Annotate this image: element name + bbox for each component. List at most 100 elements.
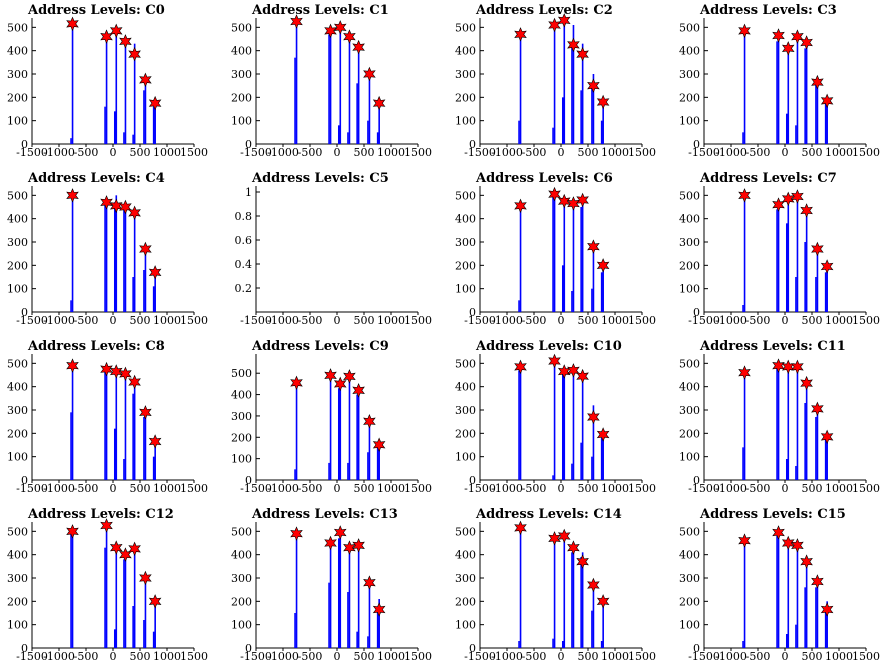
x-tick-label: -1000 bbox=[491, 650, 523, 663]
y-tick-label: 500 bbox=[455, 189, 476, 202]
y-tick-label: 100 bbox=[231, 453, 252, 466]
histogram-bar bbox=[795, 125, 797, 144]
histogram-bar bbox=[124, 41, 127, 145]
star-marker bbox=[66, 16, 79, 32]
histogram-bar bbox=[776, 209, 778, 312]
x-tick-label: 0 bbox=[110, 146, 117, 159]
histogram-bar bbox=[337, 125, 340, 144]
y-tick-label: 300 bbox=[679, 404, 700, 417]
y-tick-label: 500 bbox=[455, 21, 476, 34]
star-marker bbox=[800, 554, 813, 569]
x-tick-label: 1000 bbox=[601, 650, 629, 663]
x-tick-label: 0 bbox=[558, 650, 565, 663]
star-marker bbox=[333, 376, 347, 392]
x-tick-label: -1000 bbox=[267, 314, 299, 327]
x-tick-label: 1500 bbox=[628, 146, 656, 159]
x-tick-label: 1000 bbox=[825, 146, 853, 159]
chart-panel: Address Levels: C0-1500-1000-500 0 500 1000… bbox=[7, 3, 208, 159]
star-marker bbox=[363, 575, 376, 590]
x-tick-label: 0 bbox=[558, 314, 565, 327]
x-tick-label: 1000 bbox=[153, 314, 181, 327]
x-tick-label: -1000 bbox=[715, 314, 747, 327]
histogram-bar bbox=[776, 41, 778, 145]
y-tick-label: 500 bbox=[455, 525, 476, 538]
star-marker bbox=[587, 239, 600, 254]
star-marker bbox=[343, 29, 356, 44]
star-marker bbox=[363, 414, 376, 429]
histogram-bar bbox=[347, 462, 349, 480]
star-marker bbox=[781, 41, 795, 56]
y-tick-label: 500 bbox=[7, 189, 28, 202]
histogram-bar bbox=[826, 265, 828, 312]
x-tick-label: 0 bbox=[782, 314, 789, 327]
chart-panel: Address Levels: C2-1500-1000-500 0 500 1000… bbox=[455, 3, 656, 159]
histogram-bar bbox=[815, 587, 817, 648]
y-tick-label: 300 bbox=[7, 572, 28, 585]
y-tick-label: 200 bbox=[231, 91, 252, 104]
chart-panel: Address Levels: C10-1500-1000-500 0 500 100… bbox=[455, 339, 656, 495]
star-marker bbox=[738, 533, 751, 548]
histogram-bar bbox=[71, 365, 74, 480]
histogram-bar bbox=[368, 582, 371, 648]
histogram-bar bbox=[143, 90, 145, 144]
x-tick-label: 1000 bbox=[153, 146, 181, 159]
x-tick-label: 0 bbox=[782, 482, 789, 495]
histogram-bar bbox=[71, 195, 74, 312]
x-tick-label: -1000 bbox=[43, 650, 75, 663]
star-marker bbox=[352, 39, 365, 55]
chart-title: Address Levels: C6 bbox=[475, 171, 613, 186]
histogram-bar bbox=[815, 83, 817, 144]
histogram-bar bbox=[581, 200, 584, 312]
histogram-bar bbox=[592, 585, 595, 648]
x-tick-label: 1500 bbox=[628, 314, 656, 327]
histogram-bar bbox=[367, 636, 369, 648]
y-tick-label: 100 bbox=[231, 619, 252, 632]
star-marker bbox=[820, 259, 834, 274]
x-tick-label: -1500 bbox=[16, 146, 48, 159]
star-marker bbox=[109, 198, 123, 214]
x-tick-label: -500 bbox=[522, 482, 547, 495]
x-tick-label: 1500 bbox=[404, 314, 432, 327]
star-marker bbox=[576, 192, 589, 208]
histogram-bar bbox=[592, 74, 595, 144]
histogram-bar bbox=[826, 99, 828, 144]
x-tick-label: 500 bbox=[354, 146, 375, 159]
histogram-bar bbox=[795, 466, 797, 480]
x-tick-label: -1500 bbox=[464, 146, 496, 159]
star-marker bbox=[567, 540, 580, 555]
histogram-bar bbox=[572, 547, 575, 648]
star-marker bbox=[148, 265, 162, 280]
star-marker bbox=[100, 518, 113, 533]
histogram-bar bbox=[337, 538, 340, 648]
star-marker bbox=[800, 375, 813, 391]
histogram-bar bbox=[796, 365, 799, 480]
star-marker bbox=[66, 188, 79, 203]
x-tick-label: 1500 bbox=[180, 314, 208, 327]
star-marker bbox=[128, 205, 141, 221]
histogram-bar bbox=[105, 368, 108, 480]
x-tick-label: 1500 bbox=[404, 146, 432, 159]
x-tick-label: -1500 bbox=[464, 650, 496, 663]
star-marker bbox=[738, 188, 751, 203]
x-tick-label: -500 bbox=[74, 650, 99, 663]
histogram-bar bbox=[796, 36, 799, 144]
star-marker bbox=[66, 524, 79, 539]
histogram-bar bbox=[357, 545, 360, 648]
chart-panel: Address Levels: C1-1500-1000-500 0 500 1000… bbox=[231, 3, 432, 159]
x-tick-label: 500 bbox=[578, 146, 599, 159]
histogram-bar bbox=[123, 559, 125, 648]
x-tick-label: 500 bbox=[130, 314, 151, 327]
star-marker bbox=[587, 78, 600, 93]
chart-title: Address Levels: C9 bbox=[251, 339, 389, 354]
histogram-bar bbox=[356, 83, 358, 144]
y-tick-label: 200 bbox=[231, 595, 252, 608]
x-tick-label: -500 bbox=[522, 314, 547, 327]
x-tick-label: -1000 bbox=[267, 146, 299, 159]
histogram-bar bbox=[600, 641, 603, 648]
star-marker bbox=[772, 358, 785, 373]
y-tick-label: 400 bbox=[679, 549, 700, 562]
histogram-bar bbox=[294, 469, 296, 480]
y-tick-label: 400 bbox=[7, 549, 28, 562]
histogram-bar bbox=[581, 43, 584, 144]
histogram-bar bbox=[563, 197, 566, 312]
